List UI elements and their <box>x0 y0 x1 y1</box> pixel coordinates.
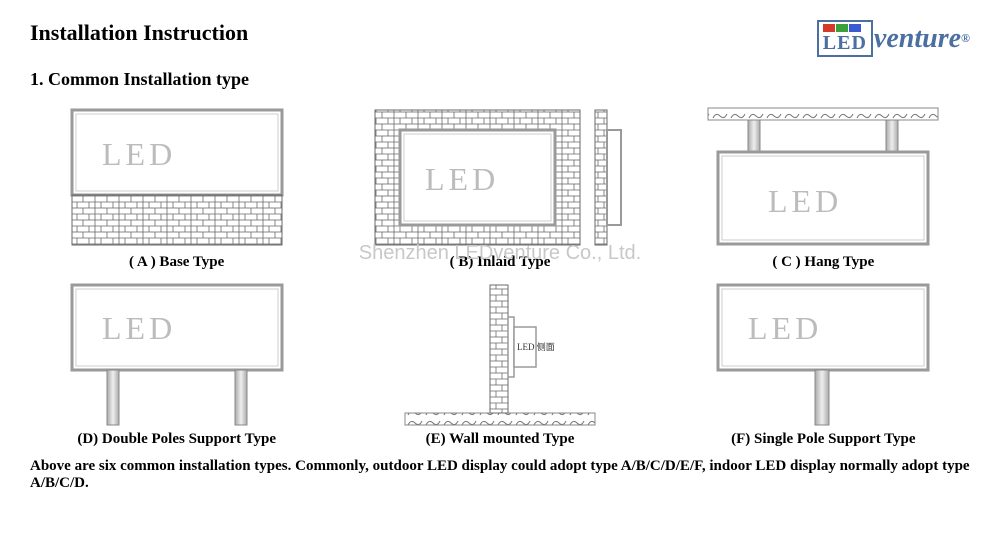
caption-b: ( B) Inlaid Type <box>450 254 551 271</box>
cell-a: LED ( A ) Base Type <box>30 100 323 271</box>
diagram-inlaid-type: LED <box>370 100 630 250</box>
caption-f: (F) Single Pole Support Type <box>731 431 915 448</box>
led-text: LED <box>768 183 842 219</box>
logo-rest: venture <box>874 23 961 55</box>
caption-e: (E) Wall mounted Type <box>426 431 575 448</box>
led-text: LED <box>425 161 499 197</box>
logo-reg: ® <box>961 31 970 46</box>
cell-f: LED (F) Single Pole Support Type <box>677 277 970 448</box>
footnote: Above are six common installation types.… <box>30 458 970 492</box>
logo-red <box>823 24 835 32</box>
logo: LED venture ® <box>817 20 970 57</box>
caption-c: ( C ) Hang Type <box>772 254 874 271</box>
page-title: Installation Instruction <box>30 20 248 46</box>
led-text: LED <box>102 136 176 172</box>
diagram-hang-type: LED <box>693 100 953 250</box>
diagram-single-pole: LED <box>693 277 953 427</box>
logo-led-text: LED <box>823 33 867 53</box>
diagram-base-type: LED <box>47 100 307 250</box>
caption-a: ( A ) Base Type <box>129 254 224 271</box>
cell-b: LED ( B) Inlaid Type <box>353 100 646 271</box>
cell-d: LED (D) Double Poles Support Type <box>30 277 323 448</box>
logo-green <box>836 24 848 32</box>
cell-e: LED 侧面 (E) Wall mounted Type <box>353 277 646 448</box>
caption-d: (D) Double Poles Support Type <box>77 431 276 448</box>
cell-c: LED ( C ) Hang Type <box>677 100 970 271</box>
diagram-wall-mounted: LED 侧面 <box>370 277 630 427</box>
led-side-text: LED 侧面 <box>517 341 555 352</box>
led-text: LED <box>102 310 176 346</box>
diagram-double-poles: LED <box>47 277 307 427</box>
logo-blue <box>849 24 861 32</box>
diagram-grid: LED ( A ) Base Type LED ( B) Inlaid Type <box>30 100 970 448</box>
section-subtitle: 1. Common Installation type <box>30 69 970 90</box>
led-text: LED <box>748 310 822 346</box>
